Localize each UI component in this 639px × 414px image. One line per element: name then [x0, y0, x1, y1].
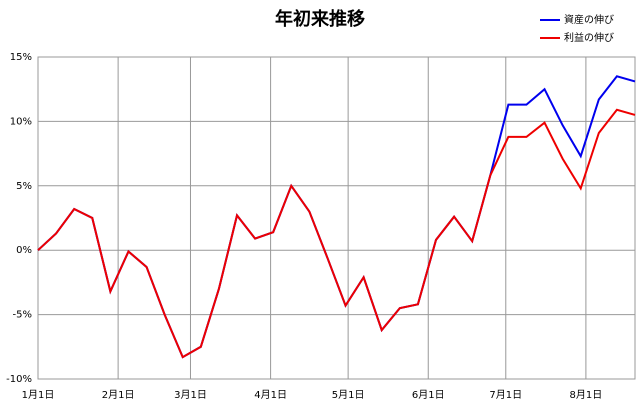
- y-tick-label: 15%: [10, 52, 32, 63]
- x-tick-label: 2月1日: [102, 389, 135, 401]
- plot-border: [37, 56, 636, 380]
- x-tick-label: 4月1日: [254, 389, 287, 401]
- legend-label: 利益の伸び: [564, 31, 614, 44]
- x-tick-label: 7月1日: [489, 389, 522, 401]
- x-tick-label: 5月1日: [332, 389, 365, 401]
- x-tick-label: 3月1日: [174, 389, 207, 401]
- line: [37, 108, 636, 359]
- x-tick-label: 8月1日: [570, 389, 603, 401]
- x-tick-label: 6月1日: [412, 389, 445, 401]
- chart-title: 年初来推移: [275, 8, 365, 30]
- y-tick-label: -5%: [13, 310, 32, 321]
- y-tick-label: 10%: [10, 116, 32, 127]
- y-tick-label: 0%: [16, 245, 32, 256]
- x-tick-label: 1月1日: [22, 389, 55, 401]
- y-tick-label: -10%: [6, 374, 32, 385]
- legend-label: 資産の伸び: [564, 13, 614, 26]
- y-tick-label: 5%: [16, 181, 32, 192]
